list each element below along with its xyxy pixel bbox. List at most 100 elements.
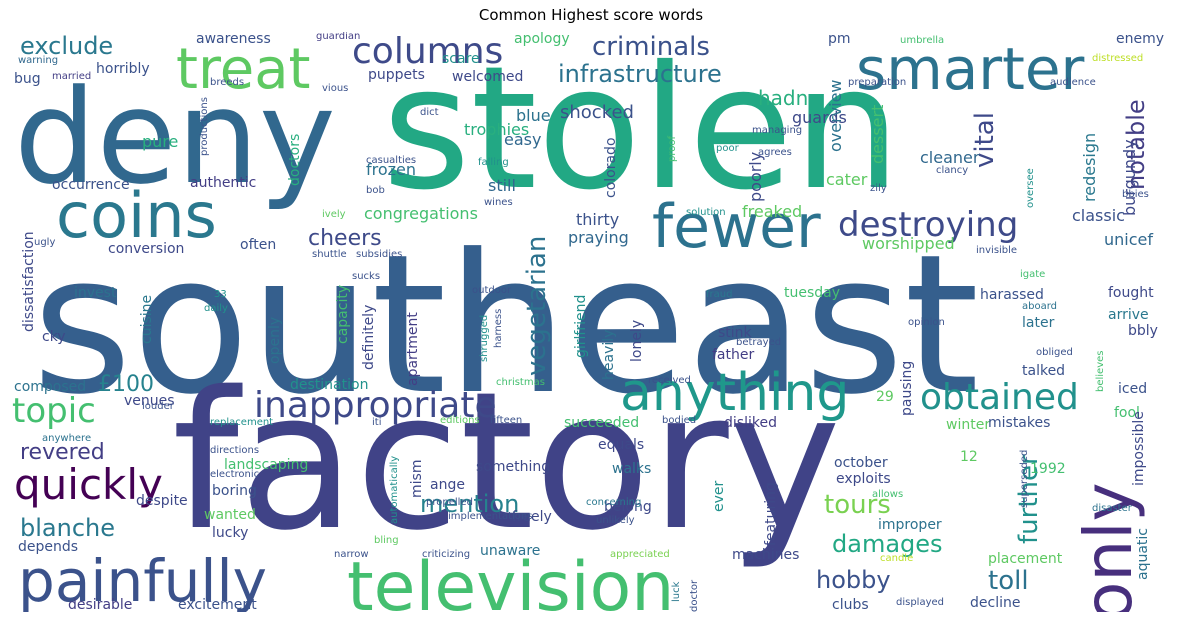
word-later: later	[1022, 315, 1055, 331]
word-superseded: superseded	[1019, 449, 1030, 508]
word-betrayed: betrayed	[736, 337, 782, 348]
word-bbly: bbly	[1128, 323, 1158, 339]
word-displayed: displayed	[896, 597, 945, 608]
word-replacement: replacement	[210, 417, 274, 428]
word-succeeded: succeeded	[564, 415, 640, 431]
word-only: only	[1070, 482, 1147, 612]
word-toll: toll	[988, 566, 1029, 596]
word-guards: guards	[792, 108, 847, 127]
word-heavily: heavily	[601, 329, 617, 380]
word-often: often	[240, 237, 277, 253]
word-apartment: apartment	[405, 312, 421, 386]
word-narrow: narrow	[334, 549, 369, 560]
word-anywhere: anywhere	[42, 433, 92, 444]
word-cheers: cheers	[308, 226, 382, 251]
word-boring: boring	[212, 483, 257, 499]
word-awareness: awareness	[196, 32, 271, 47]
word-automatically: automatically	[389, 455, 400, 524]
word-1992: 1992	[1030, 461, 1066, 477]
word-bbies: bbies	[1122, 189, 1149, 200]
word-trophies: trophies	[464, 120, 530, 139]
word-revered: revered	[20, 440, 105, 465]
word-blue: blue	[516, 106, 551, 125]
word-october: october	[834, 455, 888, 471]
word-blanche: blanche	[20, 514, 115, 542]
word-puppets: puppets	[368, 67, 425, 83]
word-freely: freely	[512, 509, 552, 525]
word-electronic: electronic	[210, 469, 260, 480]
word-doctors: doctors	[287, 133, 303, 186]
word-smarter: smarter	[856, 35, 1085, 103]
word-wanted: wanted	[204, 507, 256, 523]
word-apology: apology	[514, 32, 570, 47]
word-anything: anything	[620, 363, 850, 423]
word-cuisine: cuisine	[139, 294, 155, 344]
word-enemy: enemy	[1116, 32, 1165, 47]
word-venues: venues	[124, 393, 175, 409]
word-landscaping: landscaping	[224, 457, 309, 473]
word-candle: candle	[880, 553, 914, 564]
word-solution: solution	[686, 207, 726, 218]
word-wines: wines	[484, 197, 513, 208]
word-bob: bob	[366, 185, 385, 196]
word-invest: invest	[74, 285, 117, 301]
word-harassed: harassed	[980, 287, 1044, 303]
word-poorly: poorly	[746, 151, 765, 202]
word-arrive: arrive	[1108, 307, 1149, 323]
word-authentic: authentic	[190, 175, 257, 191]
word-preparation: preparation	[848, 77, 907, 88]
word-criminals: criminals	[592, 32, 710, 62]
word-productions: productions	[199, 97, 210, 156]
word-exclude: exclude	[20, 32, 114, 60]
word-classic: classic	[1072, 206, 1125, 225]
word-allows: allows	[872, 489, 904, 500]
word-guardian: guardian	[316, 32, 361, 42]
word-pure: pure	[142, 132, 179, 151]
word-columns: columns	[352, 32, 504, 72]
word-featuring: featuring	[763, 482, 779, 546]
word-iti: iti	[372, 417, 382, 428]
word-£100: £100	[98, 372, 154, 397]
word-infrastructure: infrastructure	[558, 60, 722, 88]
word-clubs: clubs	[832, 597, 869, 612]
word-implementations: implementations	[448, 511, 533, 522]
word-unicef: unicef	[1104, 230, 1153, 249]
word-directions: directions	[210, 445, 260, 456]
word-iced: iced	[1118, 381, 1148, 397]
word-stolen: stolen	[382, 32, 901, 228]
word-29: 29	[876, 389, 894, 405]
word-tuesday: tuesday	[784, 285, 841, 301]
word-horribly: horribly	[96, 61, 150, 77]
word-factory: factory	[172, 351, 842, 572]
word-exploits: exploits	[836, 471, 891, 487]
word-openly: openly	[267, 316, 283, 364]
word-improper: improper	[878, 517, 942, 533]
word-sucks: sucks	[352, 271, 381, 282]
word-redesign: redesign	[1080, 132, 1099, 202]
word-poor: poor	[716, 143, 739, 154]
word-christmas: christmas	[496, 377, 545, 388]
word-obliged: obliged	[1036, 347, 1073, 358]
word-proof: proof	[667, 136, 678, 162]
word-inappropriate: inappropriate	[254, 385, 497, 426]
word-quickly: quickly	[14, 460, 163, 509]
word-impossible: impossible	[1131, 411, 1147, 486]
word-destination: destination	[290, 377, 369, 393]
word-disaster: disaster	[1092, 503, 1132, 514]
word-cater: cater	[826, 170, 868, 189]
word-walks: walks	[612, 461, 652, 477]
word-congregations: congregations	[364, 204, 478, 223]
word-girlfriend: girlfriend	[573, 294, 589, 358]
word-cleaner: cleaner	[920, 148, 980, 167]
word-audience: audience	[1050, 77, 1096, 88]
word-equals: equals	[598, 437, 645, 453]
word-fewer: fewer	[652, 192, 821, 262]
word-luck: luck	[671, 581, 682, 602]
word-breeds: breeds	[210, 77, 245, 88]
word-pausing: pausing	[899, 360, 915, 416]
word-conversion: conversion	[108, 241, 185, 257]
word-casualties: casualties	[366, 155, 417, 166]
word-invisible: invisible	[976, 245, 1018, 256]
word-burgundy: burgundy	[1120, 139, 1139, 216]
word-subsidies: subsidies	[356, 249, 403, 260]
